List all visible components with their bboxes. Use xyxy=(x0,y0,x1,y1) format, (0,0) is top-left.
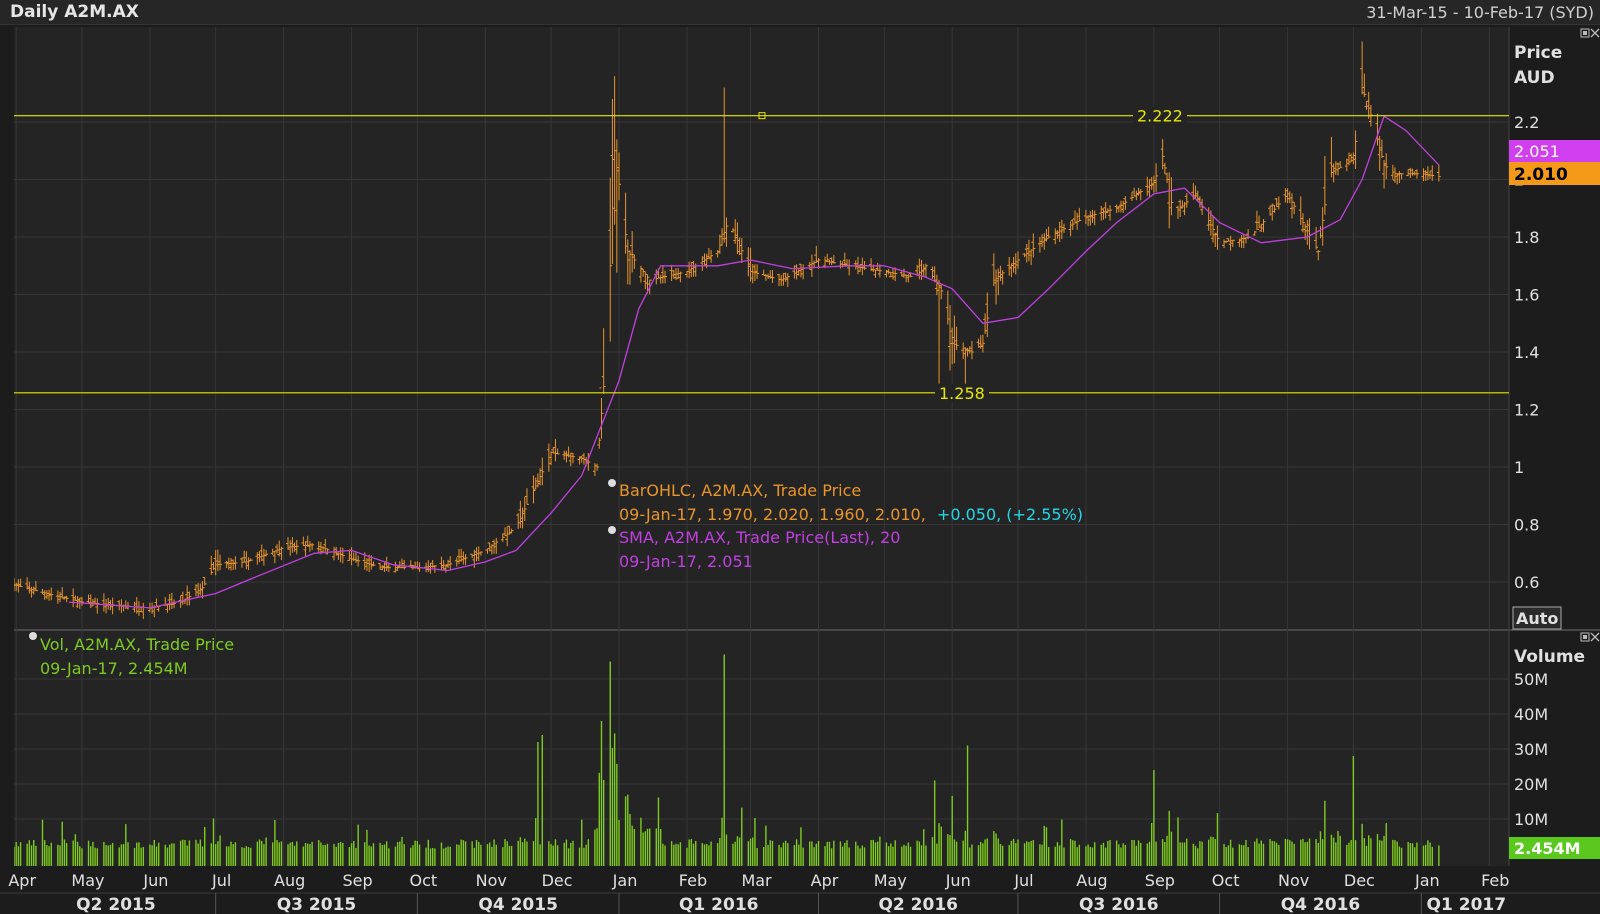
price-value-badge xyxy=(1509,162,1600,185)
price-tick-label: 0.6 xyxy=(1514,573,1539,592)
quarter-label: Q4 2015 xyxy=(478,895,558,914)
ohlc-legend-values: 09-Jan-17, 1.970, 2.020, 1.960, 2.010, +… xyxy=(619,505,1083,524)
price-tick-label: 1.8 xyxy=(1514,228,1539,247)
legend-toggle-icon[interactable] xyxy=(608,526,616,534)
chart-title: Daily A2M.AX xyxy=(10,2,139,22)
volume-legend: Vol, A2M.AX, Trade Price 09-Jan-17, 2.45… xyxy=(29,632,234,678)
month-label: Jul xyxy=(1013,871,1033,890)
price-tick-label: 1.6 xyxy=(1514,286,1539,305)
month-label: Jan xyxy=(612,871,638,890)
resistance-label-bg xyxy=(1133,106,1187,125)
quarter-label: Q3 2016 xyxy=(1079,895,1159,914)
month-label: Jun xyxy=(142,871,168,890)
month-label: Jun xyxy=(945,871,971,890)
sma-legend-title: SMA, A2M.AX, Trade Price(Last), 20 xyxy=(619,528,900,547)
quarter-label: Q4 2016 xyxy=(1281,895,1361,914)
price-axis-unit: AUD xyxy=(1514,68,1555,88)
month-label: May xyxy=(71,871,104,890)
month-label: Nov xyxy=(1278,871,1309,890)
month-label: Dec xyxy=(1344,871,1375,890)
month-label: Sep xyxy=(343,871,373,890)
quarter-label: Q1 2017 xyxy=(1427,895,1507,914)
sma-value-badge xyxy=(1509,140,1600,162)
price-panel-close-icon[interactable] xyxy=(1590,28,1600,38)
sma-value-badge-text: 2.051 xyxy=(1514,142,1560,161)
volume-tick-label: 50M xyxy=(1514,670,1548,689)
ohlc-legend-title: BarOHLC, A2M.AX, Trade Price xyxy=(619,481,861,500)
auto-scale-label: Auto xyxy=(1516,609,1558,628)
month-label: Mar xyxy=(741,871,772,890)
ohlc-legend-prices: 09-Jan-17, 1.970, 2.020, 1.960, 2.010, xyxy=(619,505,926,524)
month-label: Jan xyxy=(1414,871,1440,890)
price-tick-label: 1 xyxy=(1514,458,1524,477)
month-label: May xyxy=(874,871,907,890)
price-tick-label: 1.4 xyxy=(1514,343,1539,362)
legend-toggle-icon[interactable] xyxy=(29,632,37,640)
quarter-label: Q2 2016 xyxy=(878,895,958,914)
month-label: Feb xyxy=(1481,871,1509,890)
month-label: Aug xyxy=(1076,871,1107,890)
volume-panel-maximize-icon[interactable] xyxy=(1580,632,1590,642)
month-label: Feb xyxy=(679,871,707,890)
line-drag-handle[interactable] xyxy=(758,112,766,120)
month-label: Jul xyxy=(211,871,231,890)
month-label: Aug xyxy=(274,871,305,890)
month-label: Apr xyxy=(8,871,36,890)
ohlc-legend: BarOHLC, A2M.AX, Trade Price 09-Jan-17, … xyxy=(608,479,1083,571)
volume-axis-title: Volume xyxy=(1514,647,1585,667)
auto-scale-button[interactable]: Auto xyxy=(1512,606,1562,630)
title-bar: Daily A2M.AX 31-Mar-15 - 10-Feb-17 (SYD) xyxy=(0,0,1600,25)
resistance-label: 2.222 xyxy=(1137,107,1183,126)
price-tick-label: 2.2 xyxy=(1514,113,1539,132)
volume-value-badge xyxy=(1509,837,1600,859)
x-axis-area xyxy=(0,866,1600,914)
sma-20-line xyxy=(68,115,1440,609)
price-tick-label: 0.8 xyxy=(1514,516,1539,535)
quarter-label: Q3 2015 xyxy=(277,895,357,914)
sma-legend-values: 09-Jan-17, 2.051 xyxy=(619,552,753,571)
price-panel-maximize-icon[interactable] xyxy=(1580,28,1590,38)
legend-toggle-icon[interactable] xyxy=(608,479,616,487)
month-label: Apr xyxy=(811,871,839,890)
ohlc-legend-change: +0.050, (+2.55%) xyxy=(937,505,1083,524)
month-label: Dec xyxy=(542,871,573,890)
month-label: Nov xyxy=(476,871,507,890)
price-value-badge-text: 2.010 xyxy=(1514,165,1568,185)
volume-legend-values: 09-Jan-17, 2.454M xyxy=(40,659,188,678)
support-label: 1.258 xyxy=(939,384,985,403)
volume-legend-title: Vol, A2M.AX, Trade Price xyxy=(40,635,234,654)
price-plot-area xyxy=(14,27,1509,630)
volume-panel-close-icon[interactable] xyxy=(1590,632,1600,642)
month-label: Oct xyxy=(410,871,438,890)
volume-tick-label: 30M xyxy=(1514,740,1548,759)
price-tick-label: 1.2 xyxy=(1514,401,1539,420)
quarter-label: Q1 2016 xyxy=(679,895,759,914)
month-label: Oct xyxy=(1212,871,1240,890)
volume-tick-label: 20M xyxy=(1514,775,1548,794)
volume-value-badge-text: 2.454M xyxy=(1514,839,1581,858)
volume-tick-label: 40M xyxy=(1514,705,1548,724)
month-label: Sep xyxy=(1145,871,1175,890)
volume-tick-label: 10M xyxy=(1514,810,1548,829)
support-label-bg xyxy=(935,383,989,402)
quarter-label: Q2 2015 xyxy=(76,895,156,914)
price-axis-title: Price xyxy=(1514,43,1562,63)
date-range: 31-Mar-15 - 10-Feb-17 (SYD) xyxy=(1366,3,1594,22)
